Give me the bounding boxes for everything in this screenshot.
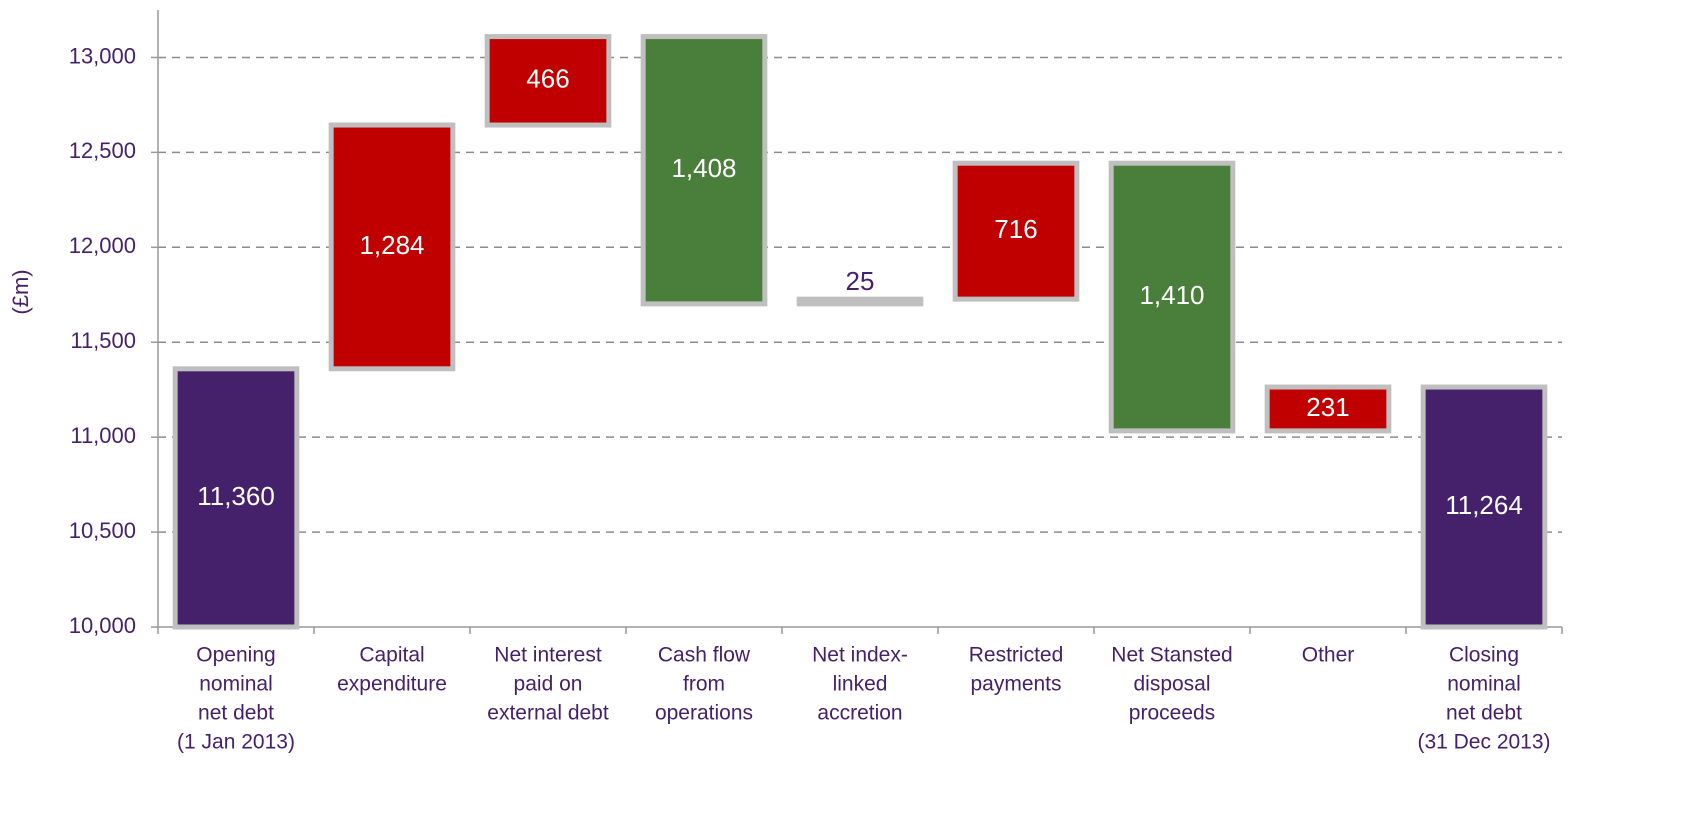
- value-label: 1,284: [359, 230, 424, 260]
- bar: [1420, 384, 1548, 630]
- bar: [1108, 160, 1236, 434]
- bar: [1264, 384, 1392, 434]
- x-tick-label: Net index-: [812, 644, 908, 667]
- y-tick-label: 11,000: [70, 423, 136, 448]
- value-label: 11,360: [197, 481, 275, 511]
- bar: [172, 366, 300, 630]
- x-tick-label: disposal: [1133, 673, 1210, 696]
- value-label: 466: [526, 64, 569, 94]
- bar: [640, 34, 768, 307]
- value-label: 25: [846, 266, 875, 296]
- y-tick-label: 11,500: [70, 328, 136, 353]
- x-tick-label: Net Stansted: [1111, 644, 1232, 667]
- x-tick-label: Closing: [1449, 644, 1519, 667]
- x-tick-label: Capital: [359, 644, 424, 667]
- y-tick-label: 10,000: [69, 613, 136, 638]
- bar: [328, 122, 456, 372]
- y-tick-label: 12,500: [69, 138, 136, 163]
- x-tick-label: (31 Dec 2013): [1417, 731, 1550, 754]
- value-label: 231: [1306, 392, 1349, 422]
- y-tick-label: 10,500: [69, 518, 136, 543]
- x-tick-label: payments: [970, 673, 1061, 696]
- bar: [796, 296, 924, 307]
- x-tick-label: net debt: [1446, 702, 1522, 725]
- y-axis-title: (£m): [8, 269, 33, 314]
- value-label: 1,410: [1139, 280, 1204, 310]
- x-tick-label: Cash flow: [658, 644, 751, 667]
- x-tick-label: nominal: [199, 673, 273, 696]
- x-tick-label: operations: [655, 702, 753, 725]
- x-tick-label: Opening: [196, 644, 275, 667]
- x-tick-label: proceeds: [1129, 702, 1215, 725]
- value-label: 1,408: [671, 153, 736, 183]
- x-tick-label: from: [683, 673, 725, 696]
- x-tick-label: Other: [1302, 644, 1355, 667]
- x-tick-label: expenditure: [337, 673, 447, 696]
- x-tick-label: external debt: [487, 702, 609, 725]
- x-tick-label: accretion: [817, 702, 902, 725]
- x-tick-label: (1 Jan 2013): [177, 731, 295, 754]
- x-tick-label: Net interest: [494, 644, 602, 667]
- bar: [952, 160, 1080, 302]
- x-tick-label: Restricted: [969, 644, 1064, 667]
- value-label: 11,264: [1445, 490, 1523, 520]
- x-tick-label: linked: [833, 673, 888, 696]
- x-tick-label: net debt: [198, 702, 274, 725]
- x-tick-label: paid on: [514, 673, 583, 696]
- y-tick-label: 12,000: [69, 233, 136, 258]
- value-label: 716: [994, 214, 1037, 244]
- y-tick-label: 13,000: [69, 43, 136, 68]
- bar: [484, 34, 612, 128]
- x-tick-label: nominal: [1447, 673, 1521, 696]
